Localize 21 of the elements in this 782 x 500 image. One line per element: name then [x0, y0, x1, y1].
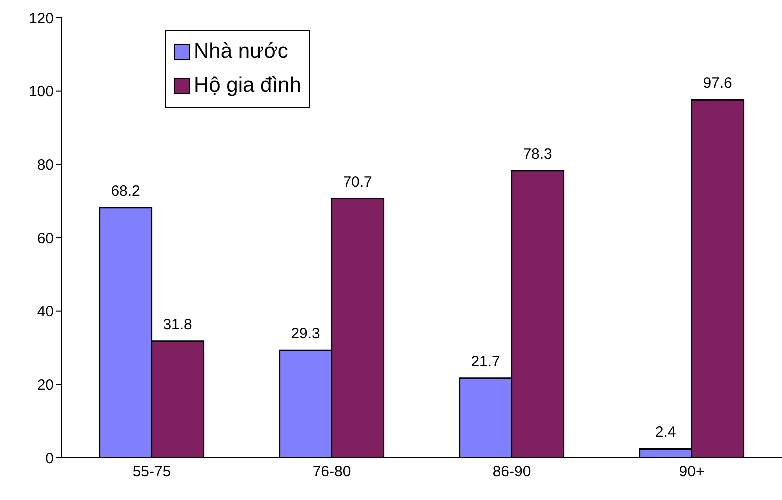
y-tick-label: 120 — [28, 10, 54, 28]
y-tick-label: 20 — [37, 376, 54, 394]
data-label: 97.6 — [703, 75, 732, 92]
data-label: 2.4 — [655, 424, 676, 442]
x-tick-label: 55-75 — [132, 464, 172, 481]
y-tick-label: 60 — [37, 230, 54, 248]
data-label: 70.7 — [343, 174, 372, 191]
x-tick-label: 76-80 — [312, 464, 352, 481]
data-label: 21.7 — [471, 353, 500, 370]
data-label: 68.2 — [111, 182, 140, 200]
legend-label: Hộ gia đình — [194, 73, 302, 99]
y-tick-label: 100 — [28, 84, 54, 101]
legend-label: Nhà nước — [194, 39, 288, 65]
data-label: 29.3 — [291, 326, 320, 343]
data-label: 78.3 — [523, 146, 552, 163]
data-label: 31.8 — [163, 316, 192, 334]
x-tick-label: 86-90 — [492, 464, 532, 481]
y-tick-label: 40 — [37, 304, 54, 321]
y-tick-label: 80 — [37, 156, 54, 174]
y-tick-label: 0 — [46, 450, 54, 468]
x-tick-label: 90+ — [679, 464, 705, 481]
